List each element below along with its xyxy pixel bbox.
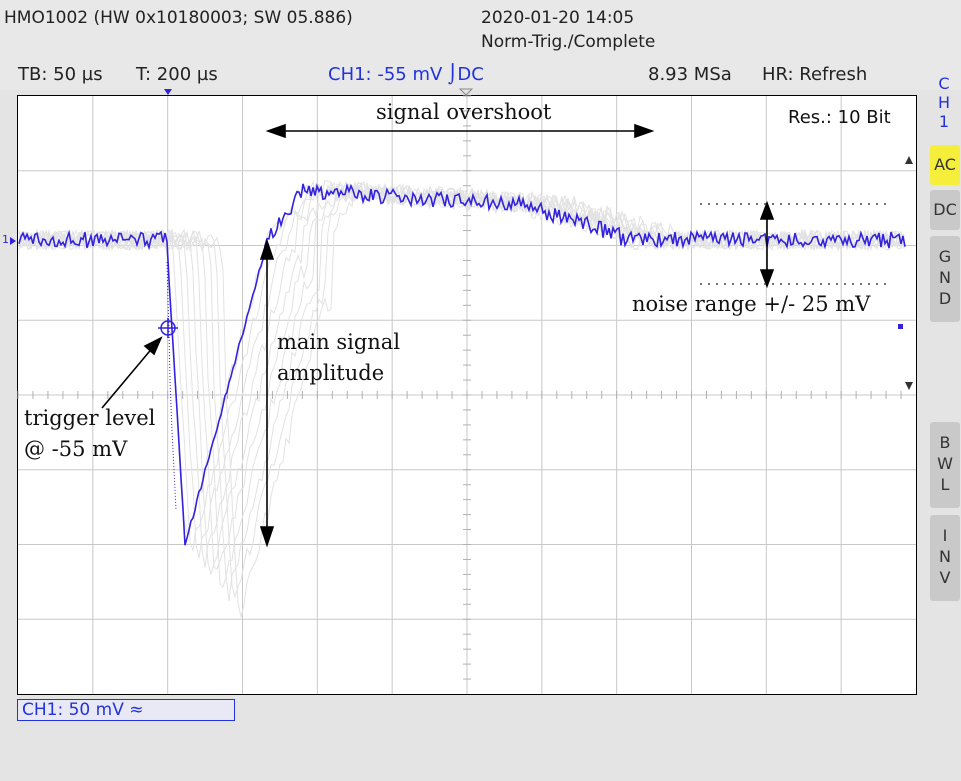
trigger-time-readout[interactable]: T: 200 µs bbox=[136, 64, 218, 85]
graticule-ticks bbox=[17, 95, 902, 680]
trigger-info-readout[interactable]: CH1: -55 mV ⌡DC bbox=[328, 64, 484, 85]
amplitude-label: amplitude bbox=[277, 361, 385, 385]
trigger-mode: Norm-Trig./Complete bbox=[481, 32, 656, 52]
hr-mode-readout[interactable]: HR: Refresh bbox=[762, 64, 868, 85]
ch1-scale-box[interactable]: CH1: 50 mV ≈ bbox=[17, 699, 235, 721]
scroll-up-icon[interactable] bbox=[905, 156, 913, 164]
sample-rate-readout: 8.93 MSa bbox=[648, 64, 732, 85]
center-marker-icon bbox=[458, 88, 474, 96]
ch1-trace bbox=[18, 182, 906, 546]
arrow-diag-icon bbox=[143, 336, 163, 356]
trigger-level-label: trigger level bbox=[24, 406, 156, 430]
scroll-down-icon[interactable] bbox=[905, 382, 913, 390]
dc-coupling-button[interactable]: DC bbox=[930, 190, 960, 230]
title-bar: HMO1002 (HW 0x10180003; SW 05.886) 2020-… bbox=[0, 0, 961, 62]
noise-arrow-up-icon bbox=[759, 200, 775, 220]
arrow-left-icon bbox=[265, 123, 286, 139]
ch1-offset-marker bbox=[898, 324, 903, 329]
trigger-time-marker-icon[interactable] bbox=[164, 89, 172, 95]
trigger-value-label: @ -55 mV bbox=[24, 437, 128, 461]
noise-arrow-down-icon bbox=[759, 269, 775, 289]
main-signal-label: main signal bbox=[277, 330, 401, 354]
noise-range-label: noise range +/- 25 mV bbox=[632, 292, 871, 316]
device-info: HMO1002 (HW 0x10180003; SW 05.886) bbox=[4, 8, 353, 28]
datetime: 2020-01-20 14:05 bbox=[481, 8, 635, 28]
arrow-down-icon bbox=[259, 526, 275, 548]
ch1-level-marker-label: 1 bbox=[2, 233, 9, 246]
arrow-up-icon bbox=[259, 238, 275, 260]
signal-overshoot-label: signal overshoot bbox=[376, 100, 552, 124]
bwl-button[interactable]: B W L bbox=[930, 422, 960, 508]
status-bar bbox=[0, 62, 961, 90]
timebase-readout[interactable]: TB: 50 µs bbox=[18, 64, 103, 85]
arrow-right-icon bbox=[634, 123, 655, 139]
channel-label: C H 1 bbox=[937, 74, 951, 131]
gnd-button[interactable]: G N D bbox=[930, 236, 960, 322]
ch1-trace-edge bbox=[166, 261, 177, 511]
annotation-arrows bbox=[101, 123, 775, 548]
ch1-level-marker-icon[interactable] bbox=[10, 237, 16, 245]
inv-button[interactable]: I N V bbox=[930, 515, 960, 601]
ac-coupling-button[interactable]: AC bbox=[930, 145, 960, 185]
resolution-readout: Res.: 10 Bit bbox=[788, 107, 891, 128]
